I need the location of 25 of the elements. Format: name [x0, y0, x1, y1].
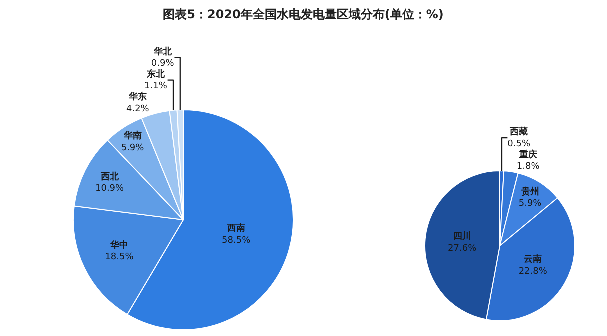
data-label: 1.8% — [516, 162, 540, 172]
slice-label: 华北 — [152, 46, 173, 58]
chart-title: 图表5：2020年全国水电发电量区域分布(单位：%) — [163, 7, 444, 22]
data-label: 1.1% — [144, 82, 168, 92]
data-label: 5.9% — [518, 198, 542, 209]
slice-label: 西北 — [100, 171, 120, 182]
data-label: 4.2% — [126, 104, 150, 114]
data-label: 0.5% — [508, 139, 531, 150]
data-label: 10.9% — [95, 184, 125, 194]
slice-label: 东北 — [146, 68, 166, 80]
slice-label: 四川 — [453, 231, 472, 242]
slice-label: 华南 — [122, 130, 142, 142]
data-label: 0.9% — [151, 58, 175, 69]
data-label: 18.5% — [105, 252, 134, 263]
slice-label: 华东 — [128, 92, 147, 103]
data-label: 58.5% — [222, 236, 252, 246]
slice-label: 华中 — [110, 240, 129, 251]
slice-label: 云南 — [524, 254, 542, 266]
data-label: 22.8% — [518, 266, 548, 277]
slice-label: 贵州 — [520, 186, 540, 198]
slice-label: 西藏 — [509, 126, 528, 138]
slice-label: 重庆 — [518, 149, 538, 160]
slice-label: 西南 — [226, 223, 246, 234]
data-label: 27.6% — [448, 244, 478, 254]
data-label: 5.9% — [121, 143, 145, 154]
